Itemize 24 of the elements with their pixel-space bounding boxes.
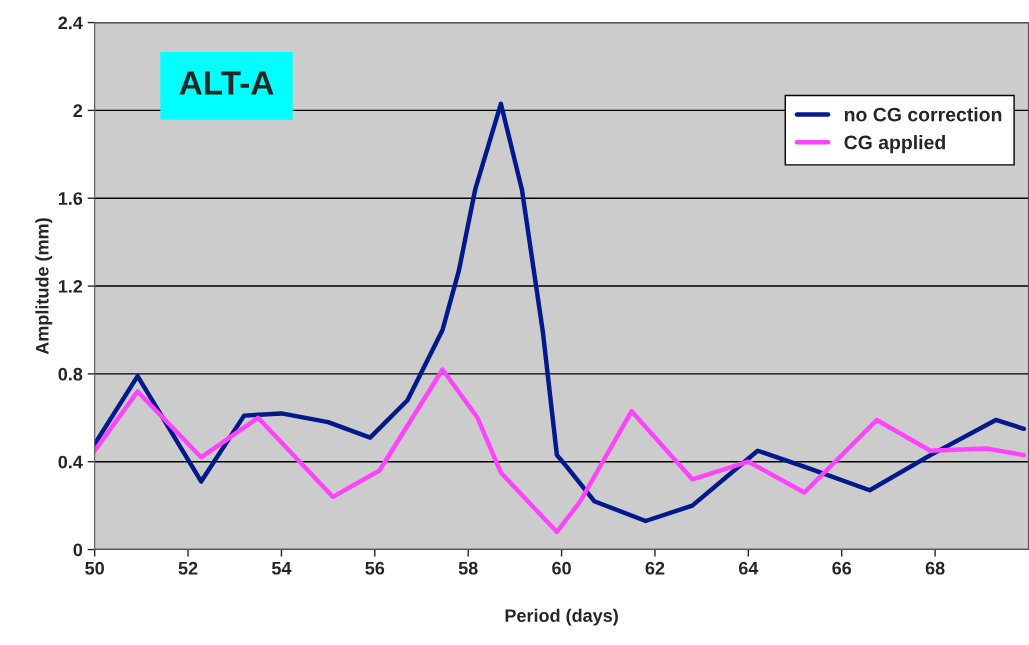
x-axis-title: Period (days): [505, 608, 618, 626]
legend-label: no CG correction: [844, 107, 1002, 122]
line-series: [94, 101, 1027, 524]
x-tick-label: 56: [365, 561, 385, 575]
y-tick-label: 1.6: [58, 192, 83, 205]
legend-label: CG applied: [844, 135, 945, 154]
x-tick-label: 66: [832, 561, 852, 575]
y-axis-title: Amplitude (mm): [35, 218, 53, 355]
x-tick-label: 68: [925, 561, 945, 575]
x-tick-label: 50: [85, 561, 104, 575]
line-series: [94, 367, 1027, 535]
x-tick-label: 62: [645, 561, 665, 575]
y-tick-label: 0.4: [58, 455, 83, 469]
y-tick-label: 2.4: [58, 16, 83, 30]
x-tick-label: 52: [178, 561, 198, 575]
x-tick-label: 60: [552, 561, 571, 575]
x-tick-label: 64: [738, 561, 759, 575]
y-tick-label: 2: [73, 104, 83, 117]
x-tick-label: 58: [458, 561, 478, 575]
y-tick-label: 0: [73, 543, 83, 557]
y-tick-label: 0.8: [58, 367, 83, 381]
y-tick-label: 1.2: [58, 279, 83, 293]
annotation: ALT-A: [179, 71, 274, 95]
x-tick-label: 54: [271, 562, 292, 575]
